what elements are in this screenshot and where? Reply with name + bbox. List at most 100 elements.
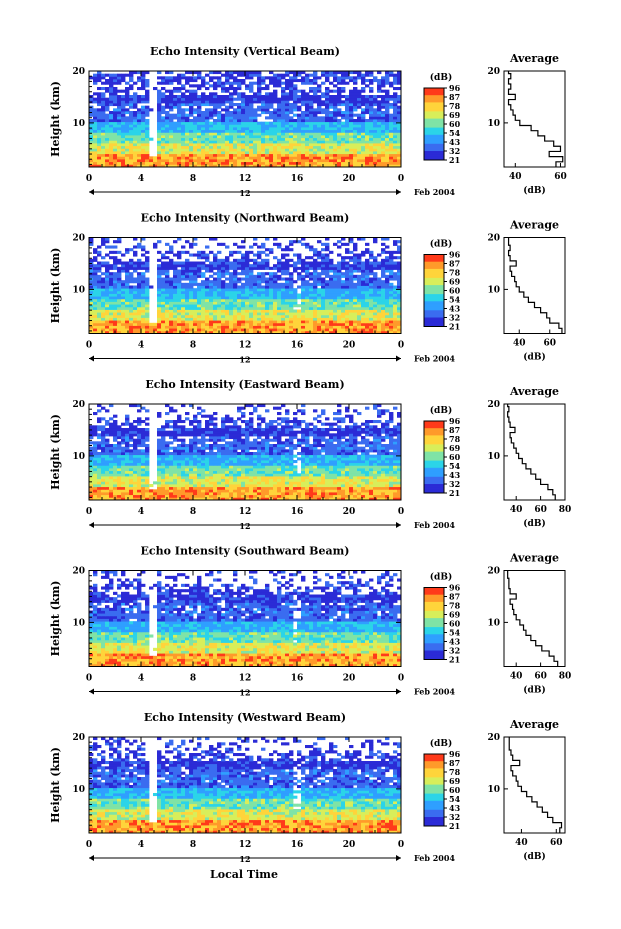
colorbar-bin xyxy=(424,455,444,458)
panel-2: Echo Intensity (Northward Beam) 0 4 8 12 16 20… xyxy=(49,212,566,365)
colorbar-tick-label: 32 xyxy=(449,479,460,489)
colorbar-bin xyxy=(424,439,444,442)
colorbar-bin xyxy=(424,475,444,478)
panel-1: Echo Intensity (Vertical Beam) 0 4 8 12 16 20 0… xyxy=(49,45,567,198)
panel-title: Echo Intensity (Eastward Beam) xyxy=(145,378,344,391)
panel-title: Echo Intensity (Westward Beam) xyxy=(144,711,346,724)
colorbar-bin xyxy=(424,286,444,290)
colorbar-bin xyxy=(424,93,444,96)
x-tick-label: 12 xyxy=(239,341,252,351)
colorbar-tick-label: 78 xyxy=(449,601,461,611)
colorbar-bin xyxy=(424,793,444,796)
colorbar-tick-label: 60 xyxy=(449,619,461,629)
colorbar-bin xyxy=(424,594,444,597)
colorbar-bin xyxy=(424,288,444,291)
colorbar-bin xyxy=(424,478,444,481)
colorbar-tick-label: 21 xyxy=(449,821,460,831)
colorbar-bin xyxy=(424,109,444,112)
heatmap-cells xyxy=(89,404,402,501)
day-arrow-right xyxy=(396,355,401,362)
colorbar-bin xyxy=(424,815,444,818)
colorbar-bin xyxy=(424,317,444,320)
colorbar-bin xyxy=(424,145,444,148)
colorbar-tick-label: 87 xyxy=(449,425,460,435)
y-tick-label: 20 xyxy=(72,733,85,743)
colorbar-bin xyxy=(424,281,444,284)
colorbar-bin xyxy=(424,491,444,494)
x-tick-label: 16 xyxy=(291,674,304,684)
x-tick-label: 12 xyxy=(239,674,252,684)
colorbar-tick-label: 69 xyxy=(449,443,461,453)
profile-line xyxy=(507,237,563,334)
colorbar-bin xyxy=(424,802,444,805)
colorbar-bin xyxy=(424,100,444,103)
colorbar-bin xyxy=(424,279,444,282)
colorbar-bin xyxy=(424,754,444,757)
colorbar-bin xyxy=(424,124,444,127)
profile-title: Average xyxy=(509,718,559,731)
colorbar-bin xyxy=(424,641,444,644)
heatmap-ylabel: Height (km) xyxy=(49,81,62,157)
colorbar-bin xyxy=(424,324,444,327)
colorbar-bin xyxy=(424,437,444,440)
x-tick-label: 16 xyxy=(291,840,304,850)
colorbar-tick-label: 87 xyxy=(449,92,460,102)
colorbar-bin xyxy=(424,616,444,619)
colorbar-bin xyxy=(424,764,444,767)
profile-x-tick-label: 60 xyxy=(554,172,567,182)
x-tick-label: 20 xyxy=(343,174,356,184)
colorbar-bin xyxy=(424,156,444,159)
colorbar-bin xyxy=(424,457,444,460)
colorbar-bin xyxy=(424,115,444,118)
colorbar-tick-label: 96 xyxy=(449,583,461,593)
hour-marker-label: 12 xyxy=(239,688,250,698)
colorbar-bin xyxy=(424,133,444,136)
colorbar-bin xyxy=(424,143,444,146)
colorbar-tick-label: 54 xyxy=(449,461,461,471)
colorbar-bin xyxy=(424,610,444,614)
colorbar-bin xyxy=(424,263,444,266)
date-label: Feb 2004 xyxy=(414,187,455,197)
x-tick-label: 0 xyxy=(86,341,92,351)
colorbar-bin xyxy=(424,614,444,617)
colorbar-bin xyxy=(424,301,444,304)
colorbar-bin xyxy=(424,469,444,472)
colorbar-bin xyxy=(424,650,444,653)
x-tick-label: 16 xyxy=(291,174,304,184)
colorbar-bin xyxy=(424,809,444,812)
profile-xlabel: (dB) xyxy=(523,518,545,529)
colorbar-bin xyxy=(424,265,444,268)
heatmap-ylabel: Height (km) xyxy=(49,414,62,490)
colorbar-tick-label: 54 xyxy=(449,794,461,804)
colorbar-bin xyxy=(424,772,444,775)
colorbar-tick-label: 43 xyxy=(449,803,461,813)
y-tick-label: 10 xyxy=(72,618,85,628)
day-arrow-right xyxy=(396,688,401,695)
colorbar-tick-label: 43 xyxy=(449,304,461,314)
profile-frame xyxy=(503,570,566,667)
day-arrow-right xyxy=(396,855,401,861)
colorbar-bin xyxy=(424,313,444,317)
colorbar-tick-label: 43 xyxy=(449,637,461,647)
colorbar-bin xyxy=(424,473,444,476)
colorbar-unit: (dB) xyxy=(430,405,452,416)
colorbar-bin xyxy=(424,770,444,773)
colorbar-bin xyxy=(424,129,444,132)
colorbar-bin xyxy=(424,777,444,780)
colorbar-bin xyxy=(424,158,444,161)
heatmap-cells xyxy=(89,570,402,667)
colorbar-bin xyxy=(424,91,444,94)
colorbar-tick-label: 32 xyxy=(449,146,460,156)
colorbar-tick-label: 87 xyxy=(449,259,460,269)
profile-title: Average xyxy=(509,385,559,398)
colorbar-bin xyxy=(424,421,444,424)
colorbar-tick-label: 21 xyxy=(449,655,460,665)
day-arrow-left xyxy=(89,522,94,528)
x-tick-label: 20 xyxy=(343,840,356,850)
colorbar-bin xyxy=(424,295,444,299)
colorbar-bin xyxy=(424,125,444,128)
profile-y-tick-label: 10 xyxy=(487,785,500,795)
colorbar-bin xyxy=(424,460,444,463)
colorbar-bin xyxy=(424,775,444,778)
